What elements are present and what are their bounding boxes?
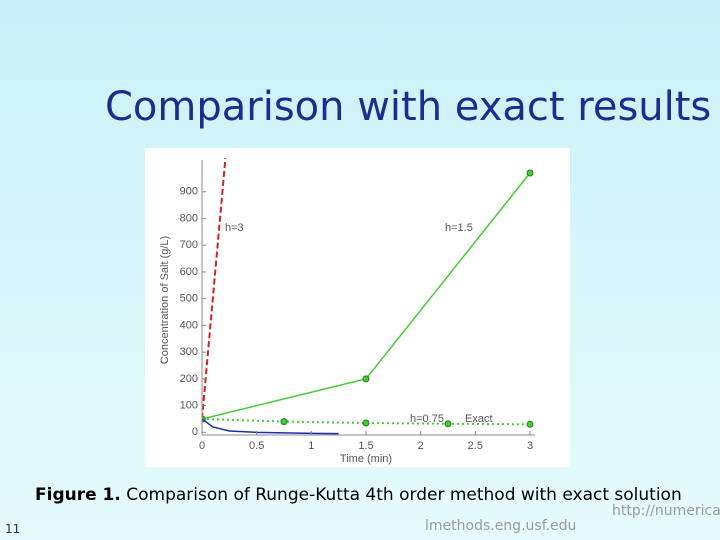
y-tick-label: 100	[180, 400, 198, 412]
caption-text: Comparison of Runge-Kutta 4th order meth…	[126, 485, 682, 505]
y-tick-label: 700	[180, 239, 198, 251]
url: http://numerica	[612, 503, 720, 519]
point	[444, 420, 452, 428]
x-tick-label: 3	[527, 440, 533, 452]
y-tick-label: 300	[180, 346, 198, 358]
point	[526, 420, 534, 428]
caption-label: Figure 1.	[35, 485, 121, 505]
y-tick-label: 800	[180, 212, 198, 224]
plot-area	[202, 158, 534, 435]
x-tick-label: 1.5	[358, 440, 373, 452]
chart: 0 100 200 300 400 500 600 700 800 900 0 0.5 1 1.5 2 2.5…	[145, 148, 570, 467]
y-tick-label: 500	[180, 293, 198, 305]
x-tick-label: 0.5	[249, 440, 264, 452]
series-label: Exact	[465, 413, 493, 425]
url: lmethods.eng.usf.edu	[425, 518, 577, 534]
x-axis-label: Time (min)	[340, 453, 392, 465]
series-label: h=1.5	[445, 222, 473, 234]
x-tick-label: 0	[199, 440, 205, 452]
series-label: h=3	[225, 222, 244, 234]
series-line	[202, 418, 339, 435]
y-tick-label: 200	[180, 373, 198, 385]
y-tick-label: 900	[180, 186, 198, 198]
point	[280, 418, 288, 426]
point	[362, 375, 370, 383]
caption: Figure 1. Comparison of Runge-Kutta 4th …	[35, 485, 682, 505]
y-tick-label: 400	[180, 319, 198, 331]
point	[526, 169, 534, 177]
point	[362, 419, 370, 427]
x-tick-label: 1	[308, 440, 314, 452]
x-tick-label: 2	[418, 440, 424, 452]
page-number: 11	[5, 522, 21, 536]
series-label: h=0.75	[410, 413, 444, 425]
y-tick-label: 600	[180, 266, 198, 278]
x-tick-label: 2.5	[468, 440, 483, 452]
slide-title: Comparison with exact results	[105, 84, 712, 130]
y-tick-label: 0	[192, 426, 198, 438]
y-axis-label: Concentration of Salt (g/L)	[159, 236, 171, 364]
